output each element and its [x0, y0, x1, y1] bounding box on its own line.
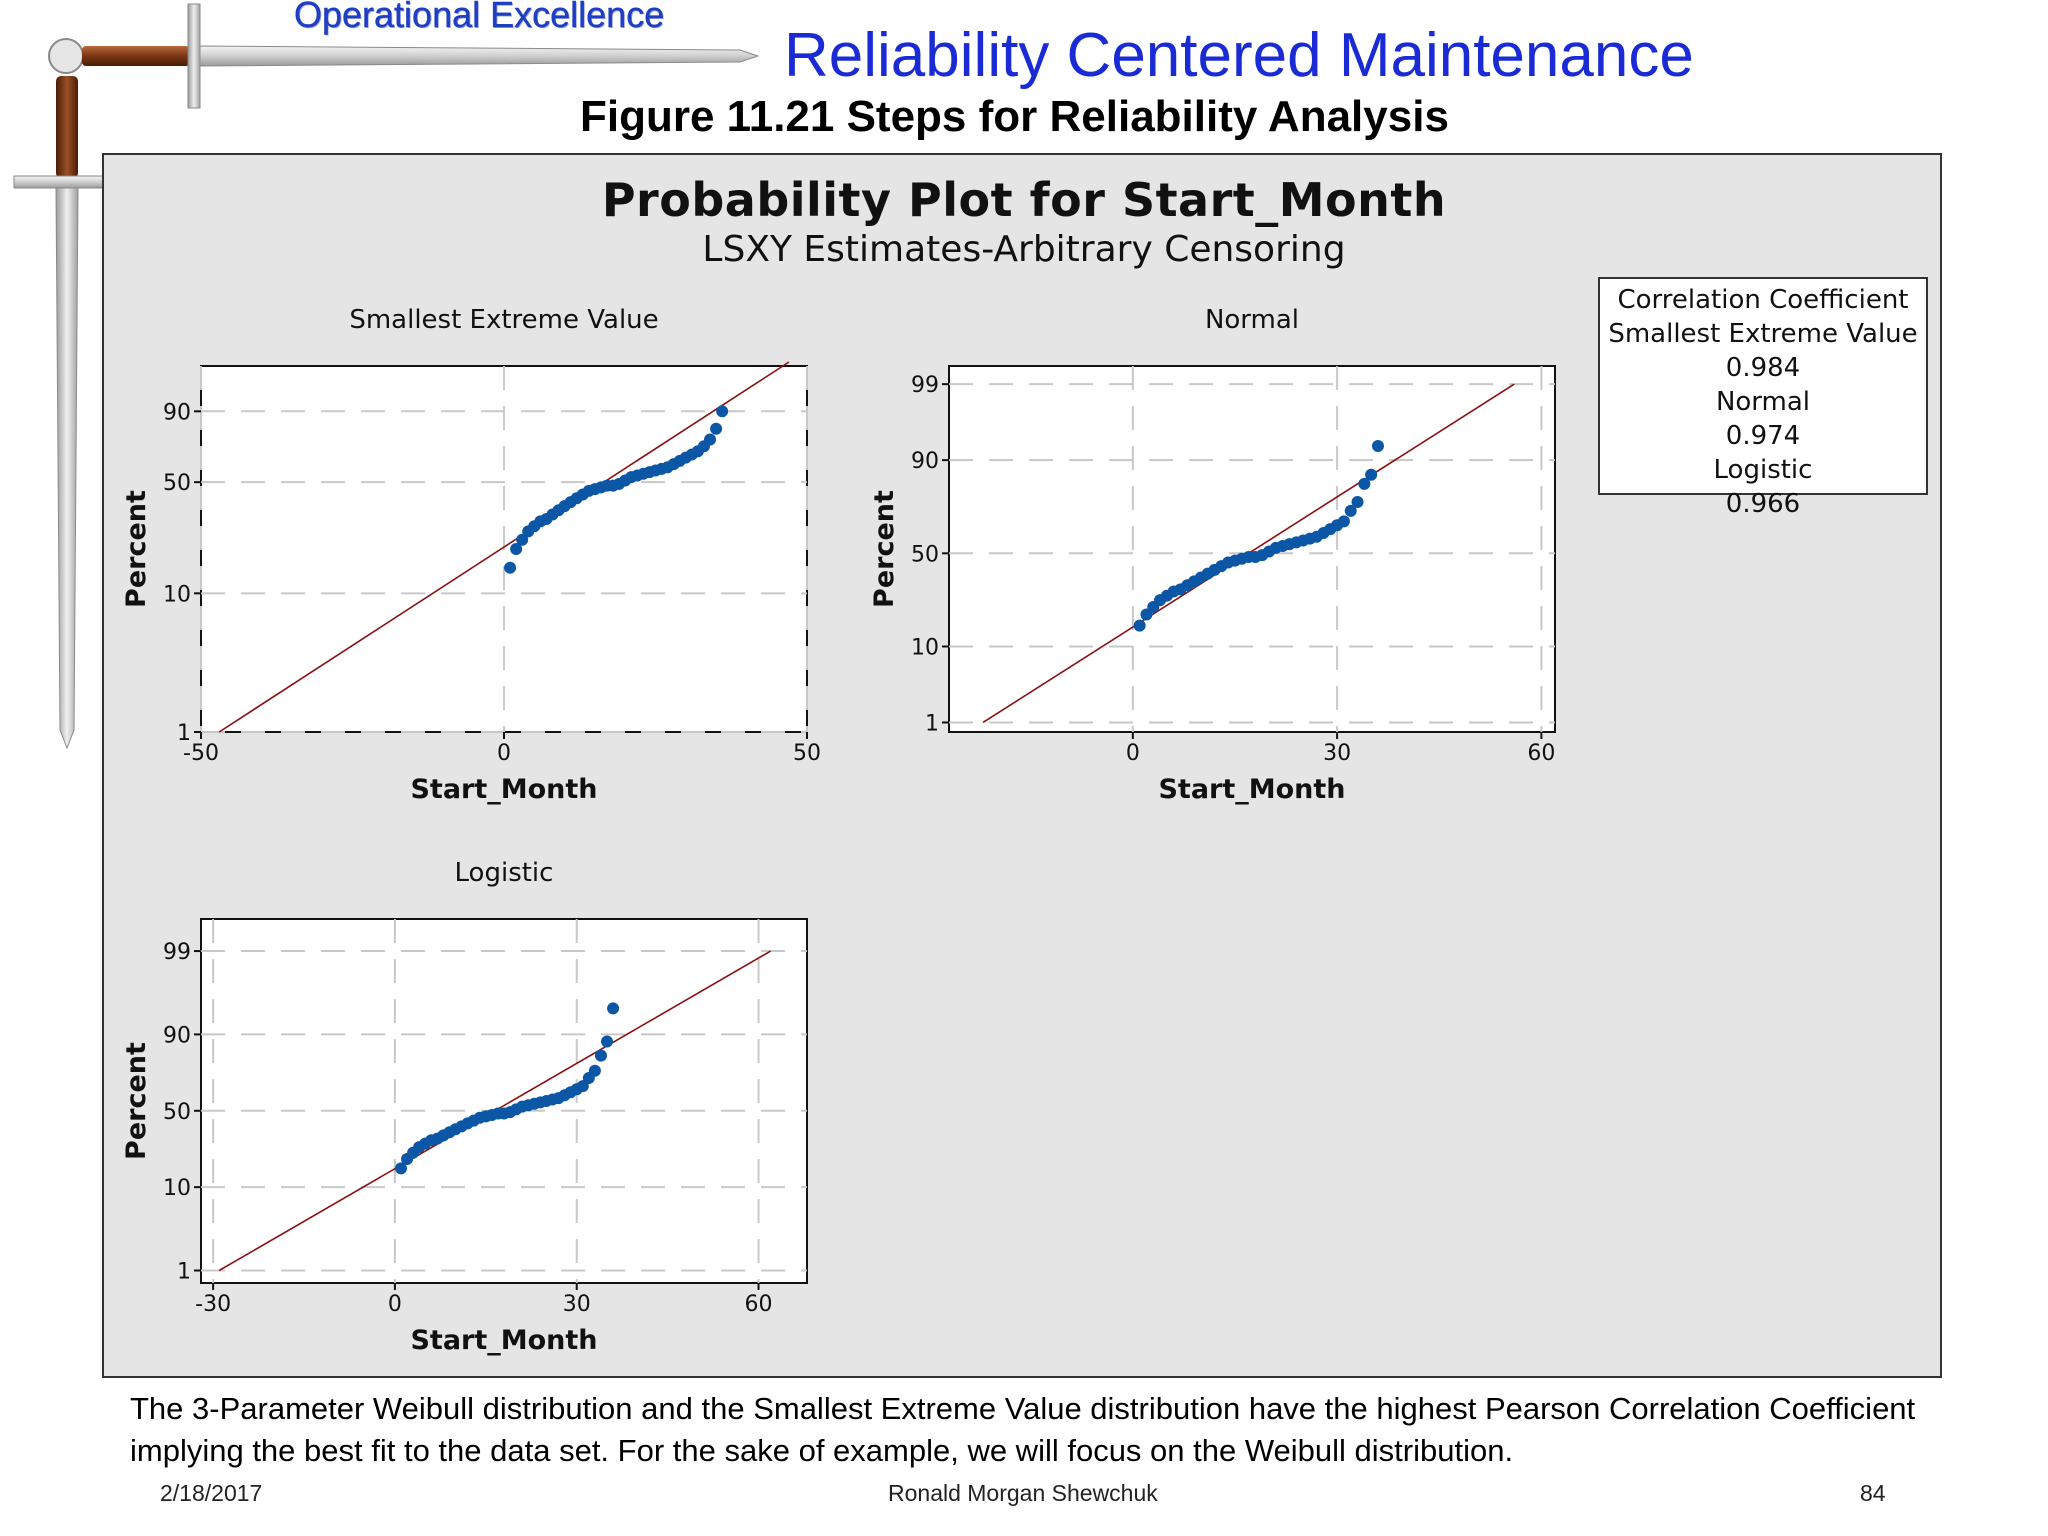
- legend-line: 0.974: [1725, 421, 1801, 451]
- x-axis-label: Start_Month: [410, 1325, 597, 1356]
- data-point: [504, 561, 517, 574]
- y-tick-label: 10: [163, 1176, 191, 1201]
- slide-title: Reliability Centered Maintenance: [784, 21, 1694, 90]
- data-point: [601, 1035, 614, 1048]
- x-tick-label: 30: [1323, 741, 1351, 766]
- data-point: [594, 1049, 607, 1062]
- data-point: [1358, 477, 1371, 490]
- subplot-title: Smallest Extreme Value: [349, 305, 658, 335]
- x-tick-label: 0: [497, 741, 511, 766]
- x-tick-label: 60: [1527, 741, 1555, 766]
- sword-logo-icon: [13, 3, 760, 750]
- y-axis-label: Percent: [121, 490, 152, 608]
- y-tick-label: 99: [911, 373, 939, 398]
- x-tick-label: 60: [745, 1292, 773, 1317]
- data-point: [1337, 515, 1350, 528]
- subplot-title: Logistic: [455, 858, 554, 888]
- legend-line: Smallest Extreme Value: [1608, 319, 1918, 349]
- slide-caption: The 3-Parameter Weibull distribution and…: [130, 1391, 1916, 1468]
- x-tick-label: 0: [388, 1292, 402, 1317]
- footer-author: Ronald Morgan Shewchuk: [888, 1480, 1158, 1506]
- footer-page: 84: [1860, 1480, 1886, 1506]
- x-tick-label: 30: [563, 1292, 591, 1317]
- y-tick-label: 1: [177, 1259, 191, 1284]
- y-tick-label: 99: [163, 940, 191, 965]
- legend-line: 0.966: [1725, 489, 1801, 519]
- plot-area: [948, 365, 1556, 733]
- data-point: [510, 543, 523, 556]
- plot-subtitle: LSXY Estimates-Arbitrary Censoring: [702, 229, 1346, 270]
- x-tick-label: 50: [793, 741, 821, 766]
- y-tick-label: 90: [163, 400, 191, 425]
- data-point: [1351, 495, 1364, 508]
- subplot-title: Normal: [1205, 305, 1299, 335]
- data-point: [1344, 504, 1357, 517]
- x-axis-label: Start_Month: [410, 774, 597, 805]
- y-tick-label: 90: [911, 449, 939, 474]
- y-tick-label: 50: [911, 542, 939, 567]
- legend-line: Logistic: [1713, 455, 1813, 485]
- x-axis-label: Start_Month: [1158, 774, 1345, 805]
- plot-title: Probability Plot for Start_Month: [601, 173, 1447, 227]
- data-point: [704, 433, 717, 446]
- y-tick-label: 50: [163, 471, 191, 496]
- chart-panel: Probability Plot for Start_Month LSXY Es…: [102, 153, 1942, 1378]
- y-tick-label: 10: [163, 582, 191, 607]
- data-point: [716, 405, 729, 418]
- data-point: [516, 533, 529, 546]
- legend-line: Correlation Coefficient: [1617, 285, 1909, 315]
- y-tick-label: 10: [911, 636, 939, 661]
- x-tick-label: -30: [195, 1292, 231, 1317]
- x-tick-label: 0: [1126, 741, 1140, 766]
- figure-title: Figure 11.21 Steps for Reliability Analy…: [580, 92, 1449, 141]
- header-tag: Operational Excellence: [294, 0, 665, 35]
- footer-date: 2/18/2017: [160, 1480, 263, 1506]
- data-point: [1133, 619, 1146, 632]
- data-point: [607, 1002, 620, 1015]
- data-point: [588, 1064, 601, 1077]
- legend-line: 0.984: [1725, 353, 1801, 383]
- x-tick-label: -50: [183, 741, 219, 766]
- fit-line: [218, 361, 790, 733]
- data-point: [710, 422, 723, 435]
- y-tick-label: 1: [177, 721, 191, 746]
- y-axis-label: Percent: [121, 1042, 152, 1160]
- y-axis-label: Percent: [869, 490, 900, 608]
- data-point: [1371, 439, 1384, 452]
- y-tick-label: 1: [925, 711, 939, 736]
- data-point: [576, 1080, 589, 1093]
- data-point: [394, 1162, 407, 1175]
- data-point: [1365, 468, 1378, 481]
- y-tick-label: 50: [163, 1100, 191, 1125]
- legend-line: Normal: [1715, 387, 1811, 417]
- y-tick-label: 90: [163, 1023, 191, 1048]
- correlation-legend: Correlation Coefficient Smallest Extreme…: [1598, 277, 1928, 519]
